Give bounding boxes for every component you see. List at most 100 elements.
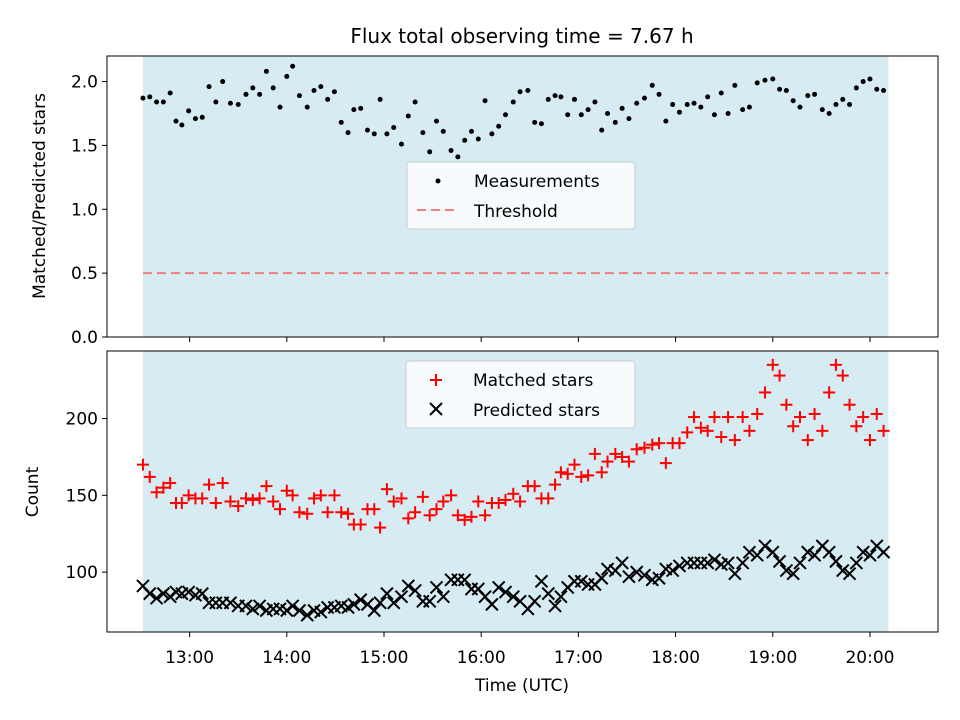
measurement-point bbox=[840, 96, 846, 102]
measurement-point bbox=[405, 113, 411, 119]
matched-star-point bbox=[395, 492, 408, 505]
matched-star-point bbox=[354, 518, 367, 531]
measurement-point bbox=[433, 118, 439, 124]
measurement-point bbox=[605, 110, 611, 116]
matched-star-point bbox=[609, 447, 622, 460]
matched-star-point bbox=[175, 497, 188, 510]
matched-star-point bbox=[808, 407, 821, 420]
predicted-star-point bbox=[595, 571, 609, 585]
predicted-star-point bbox=[548, 599, 562, 613]
predicted-star-point bbox=[285, 599, 300, 613]
predicted-star-point bbox=[772, 554, 787, 569]
matched-star-point bbox=[479, 509, 492, 522]
top-axes-frame bbox=[106, 55, 939, 338]
measurement-point bbox=[599, 127, 605, 133]
predicted-star-point bbox=[491, 580, 506, 595]
matched-star-point bbox=[451, 509, 464, 522]
matched-star-point bbox=[801, 434, 814, 447]
top-ytick-label: 0.5 bbox=[71, 264, 98, 284]
predicted-star-point bbox=[672, 559, 687, 573]
matched-star-point bbox=[630, 443, 643, 456]
measurement-point bbox=[496, 123, 502, 129]
measurement-point bbox=[296, 93, 302, 99]
measurement-point bbox=[762, 77, 768, 83]
measurement-points bbox=[140, 63, 887, 160]
predicted-star-point bbox=[801, 545, 815, 559]
matched-star-point bbox=[659, 457, 672, 470]
measurement-point bbox=[179, 122, 185, 128]
measurement-point bbox=[867, 76, 873, 82]
predicted-star-point bbox=[401, 579, 416, 593]
predicted-star-point bbox=[637, 568, 652, 582]
matched-star-point bbox=[387, 495, 400, 508]
predicted-star-point bbox=[485, 597, 499, 612]
matched-star-point bbox=[681, 426, 694, 439]
matched-star-point bbox=[688, 411, 701, 424]
bottom-xtick-label: 15:00 bbox=[360, 648, 409, 668]
predicted-star-point bbox=[842, 566, 857, 581]
measurement-point bbox=[819, 107, 825, 113]
matched-star-point bbox=[314, 489, 327, 502]
predicted-star-point bbox=[742, 545, 757, 559]
predicted-star-point bbox=[457, 573, 472, 587]
predicted-star-point bbox=[822, 545, 836, 559]
measurement-point bbox=[167, 90, 173, 96]
matched-star-point bbox=[588, 447, 601, 460]
predicted-star-point bbox=[629, 565, 644, 579]
measurement-point bbox=[525, 87, 531, 93]
measurement-point bbox=[448, 148, 454, 154]
predicted-star-point bbox=[373, 596, 387, 610]
matched-star-point bbox=[465, 510, 478, 523]
predicted-star-point bbox=[793, 556, 807, 570]
matched-star-point bbox=[492, 497, 505, 510]
measurement-point bbox=[140, 95, 146, 101]
bottom-xlabel: Time (UTC) bbox=[474, 676, 569, 696]
matched-star-point bbox=[321, 506, 334, 519]
predicted-star-point bbox=[394, 589, 409, 604]
matched-stars-points bbox=[136, 358, 890, 534]
legend-measurements-label: Measurements bbox=[474, 172, 600, 192]
measurement-point bbox=[656, 91, 662, 97]
predicted-star-point bbox=[863, 548, 877, 562]
predicted-star-point bbox=[387, 596, 401, 610]
matched-star-point bbox=[622, 455, 635, 468]
predicted-star-point bbox=[498, 585, 513, 599]
measurement-point bbox=[186, 108, 192, 114]
measurement-point bbox=[318, 84, 324, 90]
top-ytick-label: 2.0 bbox=[71, 73, 98, 93]
measurement-point bbox=[770, 76, 776, 82]
measurement-point bbox=[812, 91, 818, 97]
predicted-star-point bbox=[252, 599, 267, 613]
predicted-star-point bbox=[506, 589, 520, 604]
matched-star-point bbox=[402, 512, 415, 525]
measurement-point bbox=[331, 89, 337, 95]
predicted-star-point bbox=[836, 563, 850, 578]
measurement-point bbox=[173, 118, 179, 124]
matched-star-point bbox=[561, 467, 574, 480]
measurement-point bbox=[641, 95, 647, 101]
matched-star-point bbox=[514, 495, 527, 508]
measurement-point bbox=[206, 84, 212, 90]
bottom-ylabel: Count bbox=[23, 466, 43, 517]
predicted-star-point bbox=[246, 602, 260, 616]
measurement-point bbox=[805, 93, 811, 99]
measurement-point bbox=[691, 100, 697, 106]
measurement-point bbox=[427, 149, 433, 155]
matched-star-point bbox=[582, 469, 595, 482]
measurement-point bbox=[364, 127, 370, 133]
legend-predicted-label: Predicted stars bbox=[473, 401, 600, 421]
predicted-star-point bbox=[380, 586, 394, 601]
measurement-point bbox=[147, 94, 153, 100]
measurement-point bbox=[718, 90, 724, 96]
matched-star-point bbox=[246, 493, 259, 506]
legend-matched-label: Matched stars bbox=[473, 371, 593, 391]
predicted-star-point bbox=[574, 574, 589, 589]
measurement-point bbox=[853, 85, 859, 91]
measurement-point bbox=[860, 79, 866, 85]
predicted-star-point bbox=[156, 586, 171, 601]
matched-star-point bbox=[445, 489, 458, 502]
predicted-star-point bbox=[223, 596, 238, 610]
legend-predicted-marker bbox=[429, 402, 443, 416]
predicted-stars-points bbox=[136, 539, 891, 622]
